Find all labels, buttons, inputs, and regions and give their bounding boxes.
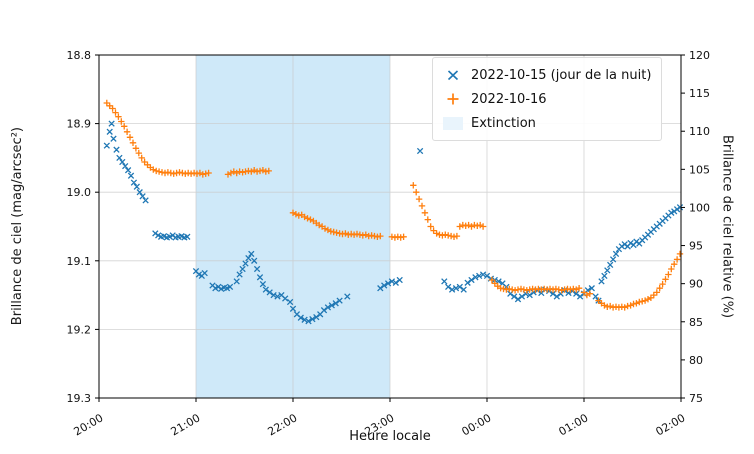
y-right-tick-label: 75 [689,392,703,405]
y-right-tick-label: 110 [689,125,710,138]
x-tick-label: 01:00 [557,411,591,438]
y-left-tick-label: 19.3 [67,392,92,405]
extinction-patch-icon [441,116,465,130]
series-2022-10-15 [103,120,684,325]
y-right-tick-label: 90 [689,278,703,291]
x-tick-label: 02:00 [654,411,688,438]
y-axis-label-right: Brillance de ciel relative (%) [716,55,738,398]
x-tick-label: 20:00 [72,411,106,438]
series-2022-10-16 [103,99,684,311]
x-tick-label: 22:00 [266,411,300,438]
legend-label-series2: 2022-10-16 [471,91,547,107]
y-left-tick-label: 19.2 [67,323,92,336]
x-marker-icon [441,67,465,83]
plus-marker-icon [441,91,465,107]
y-right-tick-label: 115 [689,87,710,100]
legend-label-extinction: Extinction [471,115,536,131]
legend-label-series1: 2022-10-15 (jour de la nuit) [471,67,652,83]
legend: 2022-10-15 (jour de la nuit) 2022-10-16 … [432,57,663,141]
y-left-tick-label: 18.8 [67,49,92,62]
y-right-tick-label: 80 [689,354,703,367]
y-left-tick-label: 19.0 [67,186,92,199]
y-right-tick-label: 120 [689,49,710,62]
y-right-tick-label: 85 [689,316,703,329]
x-axis-label: Heure locale [349,429,431,444]
x-tick-label: 21:00 [169,411,203,438]
y-axis-label-left-text: Brillance de ciel (mag/arcsec²) [9,127,25,326]
y-left-tick-label: 18.9 [67,118,92,131]
legend-row-series1: 2022-10-15 (jour de la nuit) [441,63,651,87]
y-axis-label-left: Brillance de ciel (mag/arcsec²) [6,55,28,398]
tick-marks [95,54,685,402]
legend-row-extinction: Extinction [441,111,651,135]
y-right-tick-label: 95 [689,240,703,253]
legend-row-series2: 2022-10-16 [441,87,651,111]
y-left-tick-label: 19.1 [67,255,92,268]
x-tick-label: 00:00 [460,411,494,438]
y-right-tick-label: 100 [689,201,710,214]
y-axis-label-right-text: Brillance de ciel relative (%) [719,134,735,319]
scatter-points [103,99,684,311]
y-right-tick-label: 105 [689,163,710,176]
scatter-points [103,120,684,325]
